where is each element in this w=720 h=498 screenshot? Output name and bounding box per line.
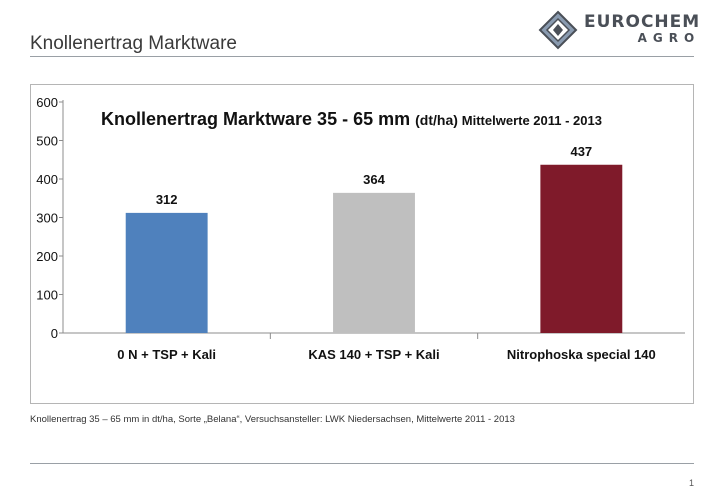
logo-line-1: EUROCHEM — [584, 12, 701, 32]
title-divider — [30, 56, 694, 57]
y-tick-label: 300 — [36, 211, 58, 226]
logo-line-2: AGRO — [637, 31, 701, 45]
slide-title: Knollenertrag Marktware — [30, 33, 237, 54]
chart-caption: Knollenertrag 35 – 65 mm in dt/ha, Sorte… — [30, 414, 515, 425]
y-tick-label: 400 — [36, 172, 58, 187]
data-label: 364 — [363, 172, 385, 187]
y-tick-label: 200 — [36, 249, 58, 264]
footer-divider — [30, 463, 694, 464]
x-category-label: Nitrophoska special 140 — [507, 347, 656, 362]
data-label: 437 — [570, 144, 592, 159]
logo-wordmark: EUROCHEM AGRO — [584, 12, 701, 45]
y-tick-label: 500 — [36, 134, 58, 149]
data-label: 312 — [156, 192, 178, 207]
chart-title: Knollenertrag Marktware 35 - 65 mm (dt/h… — [101, 109, 602, 129]
bar — [540, 164, 623, 333]
page-number: 1 — [688, 478, 694, 488]
eurochem-emblem-icon — [538, 10, 578, 50]
chart-frame: Knollenertrag Marktware 35 - 65 mm (dt/h… — [30, 84, 694, 404]
y-tick-label: 600 — [36, 95, 58, 110]
bar-chart: Knollenertrag Marktware 35 - 65 mm (dt/h… — [36, 95, 685, 362]
y-tick-label: 100 — [36, 288, 58, 303]
eurochem-logo: EUROCHEM AGRO — [537, 10, 701, 50]
bar — [125, 212, 208, 333]
x-category-label: KAS 140 + TSP + Kali — [308, 347, 439, 362]
bar — [333, 192, 415, 333]
y-tick-label: 0 — [51, 326, 58, 341]
x-category-label: 0 N + TSP + Kali — [117, 347, 216, 362]
